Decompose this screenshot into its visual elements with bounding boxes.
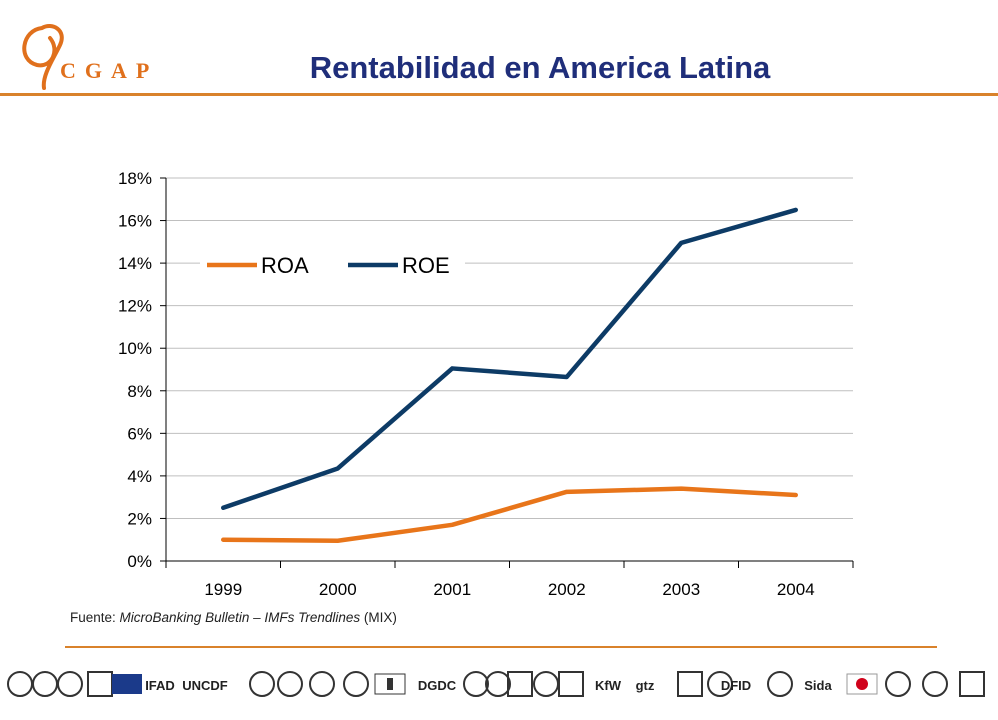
header-divider [0,93,998,96]
y-tick-label: 4% [127,467,152,486]
sponsor-logo-label: gtz [636,678,655,693]
sponsor-logos-strip: IFAD UNCDF DGDC KfW gtz DFID Sida [7,671,985,697]
sponsor-logo-icon [463,671,489,697]
source-note: Fuente: MicroBanking Bulletin – IMFs Tre… [70,610,397,625]
eu-flag-icon [112,674,142,694]
x-tick-label: 1999 [204,580,242,599]
x-tick-label: 2002 [548,580,586,599]
sponsor-logo-icon [32,671,58,697]
sponsor-logo-label: DFID [721,678,751,693]
sponsor-logo-icon [485,671,511,697]
source-prefix: Fuente: [70,610,120,625]
sponsor-logo-icon [277,671,303,697]
y-tick-label: 2% [127,509,152,528]
sponsor-logo-icon [507,671,533,697]
sponsor-logo-icon [959,671,985,697]
y-tick-label: 12% [118,297,152,316]
y-tick-label: 14% [118,254,152,273]
series-line-roa [221,486,798,544]
x-tick-label: 2003 [662,580,700,599]
sponsor-logo-icon [885,671,911,697]
sponsor-logo-icon [7,671,33,697]
y-tick-label: 16% [118,212,152,231]
sponsor-logo-icon [309,671,335,697]
sponsor-logo-icon [558,671,584,697]
sponsor-logo-label: Sida [804,678,832,693]
sponsor-logo-icon [87,671,113,697]
series-line-roe [221,207,798,511]
page-title: Rentabilidad en America Latina [309,50,771,85]
source-publication: MicroBanking Bulletin – IMFs Trendlines [119,610,361,625]
y-tick-label: 0% [127,552,152,571]
japan-flag-sun [856,678,868,690]
sponsor-logo-icon [922,671,948,697]
legend-label-roa: ROA [261,253,309,278]
y-tick-label: 6% [127,424,152,443]
sponsor-logo-icon [677,671,703,697]
footer-divider [65,646,937,648]
x-tick-label: 2004 [777,580,815,599]
logo-wordmark: CGAP [60,58,159,83]
cgap-logo [22,24,64,90]
sponsor-logo-label: UNCDF [182,678,228,693]
sponsor-logo-icon [533,671,559,697]
sponsor-logo-icon [57,671,83,697]
sponsor-logo-label: KfW [595,678,622,693]
legend-label-roe: ROE [402,253,450,278]
canada-flag-leaf [387,678,393,690]
sponsor-logo-label: IFAD [145,678,175,693]
sponsor-logo-icon [249,671,275,697]
y-tick-label: 18% [118,169,152,188]
y-tick-label: 8% [127,382,152,401]
sponsor-logo-icon [343,671,369,697]
x-tick-label: 2001 [433,580,471,599]
source-suffix: (MIX) [360,610,397,625]
line-chart: 0% 2% 4% 6% 8% 10% 12% 14% 16% 18% 1999 2000 2001 200… [118,169,854,599]
sponsor-logo-icon [707,671,733,697]
y-tick-label: 10% [118,339,152,358]
sponsor-logo-label: DGDC [418,678,457,693]
x-tick-label: 2000 [319,580,357,599]
sponsor-logo-icon [767,671,793,697]
